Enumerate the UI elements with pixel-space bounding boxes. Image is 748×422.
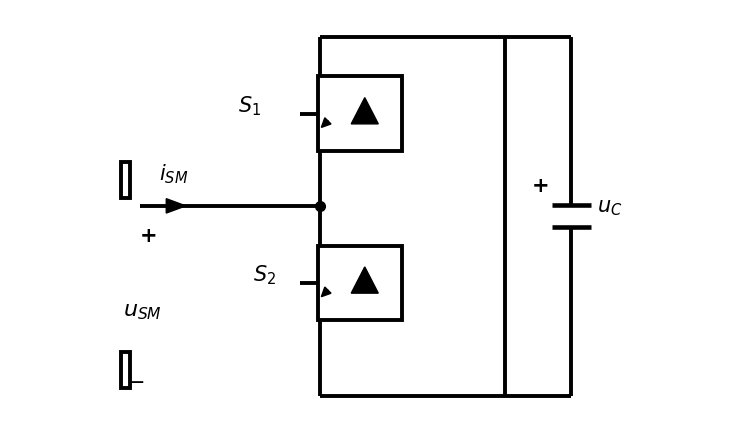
Text: $-$: $-$ (127, 371, 144, 391)
Text: $S_2$: $S_2$ (254, 263, 277, 287)
Text: $u_C$: $u_C$ (597, 198, 622, 219)
Text: $S_1$: $S_1$ (238, 94, 261, 118)
FancyArrow shape (158, 199, 186, 213)
Polygon shape (352, 267, 378, 293)
Bar (318, 76, 402, 151)
Bar (318, 246, 402, 320)
Text: +: + (532, 176, 550, 196)
FancyArrow shape (322, 287, 331, 297)
Text: $u_{SM}$: $u_{SM}$ (123, 300, 162, 322)
Text: $i_{SM}$: $i_{SM}$ (159, 162, 188, 186)
Bar (121, 352, 130, 388)
Text: +: + (139, 226, 157, 246)
Bar (121, 162, 130, 198)
Polygon shape (352, 97, 378, 124)
FancyArrow shape (322, 118, 331, 127)
